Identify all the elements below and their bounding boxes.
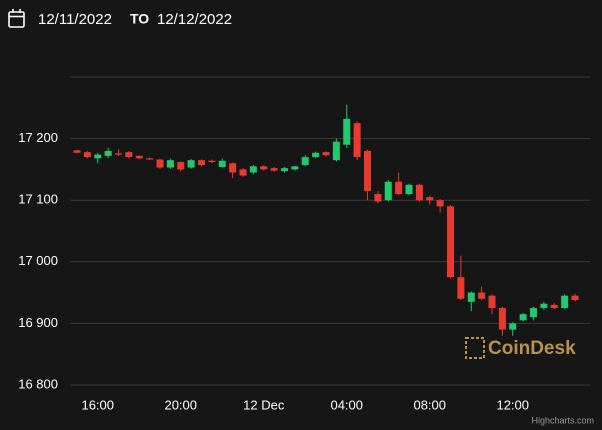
y-tick-label: 16 900: [18, 315, 58, 330]
candle-body: [177, 162, 185, 170]
candle-body: [270, 168, 278, 171]
candle-body: [550, 304, 558, 308]
calendar-icon: [8, 9, 25, 28]
candle-body: [198, 160, 205, 166]
candle-body: [571, 295, 579, 300]
date-from[interactable]: 12/11/2022: [38, 11, 112, 28]
credits[interactable]: Highcharts.com: [531, 415, 594, 425]
candle-body: [166, 160, 174, 168]
y-tick-label: 17 200: [18, 130, 58, 145]
y-tick-label: 17 100: [18, 192, 58, 207]
candle-body: [343, 118, 351, 145]
candle-body: [94, 154, 102, 159]
date-separator: TO: [130, 11, 149, 27]
candle-body: [291, 166, 299, 170]
candle-body: [322, 152, 330, 156]
candle-body: [478, 292, 486, 299]
candle-body: [125, 152, 133, 158]
candle-body: [73, 150, 81, 153]
candle-body: [364, 150, 371, 191]
candle-body: [332, 141, 340, 161]
x-tick-label: 20:00: [164, 397, 197, 412]
candle-body: [104, 150, 112, 156]
candle-body: [530, 308, 537, 318]
candle-body: [208, 160, 216, 163]
candle-body: [457, 277, 465, 299]
x-tick-label: 04:00: [330, 397, 363, 412]
x-tick-label: 08:00: [413, 397, 446, 412]
candle-body: [447, 206, 454, 278]
candle-body: [135, 155, 143, 159]
candle-body: [519, 314, 527, 321]
candle-body: [281, 168, 288, 172]
y-tick-label: 16 800: [18, 376, 58, 391]
watermark-text: CoinDesk: [488, 338, 576, 359]
candle-body: [156, 159, 164, 168]
x-tick-label: 16:00: [81, 397, 114, 412]
candle-body: [436, 200, 444, 207]
candle-body: [405, 184, 413, 195]
candle-body: [426, 197, 434, 201]
candle-body: [260, 166, 268, 170]
candle-body: [395, 181, 403, 195]
candle-body: [187, 160, 195, 168]
x-tick-label: 12:00: [496, 397, 529, 412]
candle-body: [374, 194, 382, 202]
watermark: CoinDesk: [465, 337, 576, 359]
candle-body: [218, 160, 226, 167]
candle-body: [561, 295, 569, 308]
date-to[interactable]: 12/12/2022: [157, 11, 232, 28]
candle-body: [83, 152, 91, 158]
candle-body: [353, 123, 361, 158]
x-tick-label: 12 Dec: [243, 397, 285, 412]
candle-body: [384, 181, 392, 201]
candle-body: [312, 152, 320, 158]
candle-body: [415, 184, 423, 201]
candle-body: [488, 295, 496, 308]
candle-body: [229, 163, 237, 173]
y-tick-label: 17 000: [18, 253, 58, 268]
candle-body: [540, 303, 548, 308]
candle-body: [467, 292, 475, 302]
candle-body: [509, 323, 517, 330]
candle-body: [239, 169, 247, 176]
candle-body: [301, 157, 309, 166]
candle-body: [146, 158, 154, 160]
candle-body: [115, 153, 122, 155]
candle-body: [249, 166, 257, 173]
candle-body: [498, 308, 506, 330]
